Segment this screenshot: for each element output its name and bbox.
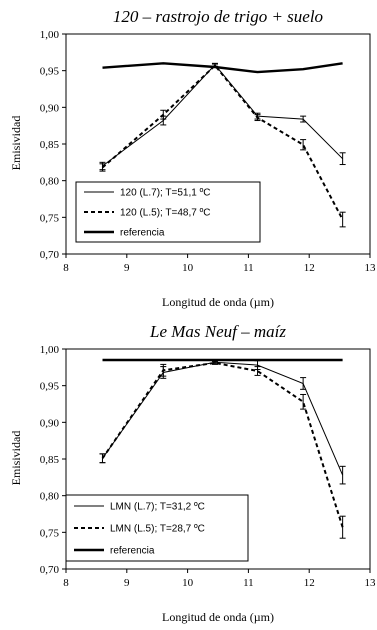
legend-entry: LMN (L.5); T=28,7 ºC — [110, 524, 205, 535]
legend-entry: 120 (L.5); T=48,7 ºC — [120, 208, 210, 219]
y-tick-label: 0,95 — [40, 381, 60, 393]
series-line-1 — [102, 361, 344, 476]
x-axis-label: Longitud de onda (µm) — [162, 295, 274, 309]
y-tick-label: 1,00 — [40, 344, 60, 356]
series-line-2 — [101, 64, 344, 220]
x-tick-label: 13 — [365, 262, 377, 274]
series-line-1 — [102, 64, 343, 167]
chart-title: 120 – rastrojo de trigo + suelo — [113, 7, 323, 26]
legend-entry: 120 (L.7); T=51,1 ºC — [120, 188, 210, 199]
chart-svg: 120 – rastrojo de trigo + suelo 0,70 0,75… — [9, 7, 376, 309]
x-tick-label: 10 — [182, 577, 194, 589]
x-tick-label: 11 — [243, 262, 254, 274]
y-tick-label: 0,70 — [40, 564, 60, 576]
series-line-3 — [102, 62, 343, 74]
y-tick-label: 0,80 — [40, 176, 60, 188]
x-tick-label: 9 — [124, 577, 130, 589]
x-tick-label: 9 — [124, 262, 130, 274]
y-tick-label: 0,85 — [40, 139, 60, 151]
x-tick-label: 11 — [243, 577, 254, 589]
x-tick-label: 10 — [182, 262, 194, 274]
y-tick-label: 0,80 — [40, 491, 60, 503]
x-tick-label: 8 — [63, 577, 69, 589]
y-tick-label: 0,70 — [40, 249, 60, 261]
legend-entry: referencia — [110, 546, 155, 557]
x-tick-label: 13 — [365, 577, 377, 589]
y-axis-label: Emisividad — [9, 431, 23, 486]
y-tick-label: 1,00 — [40, 29, 60, 41]
x-tick-label: 8 — [63, 262, 69, 274]
plot-area: 0,70 0,75 0,80 0,85 0,90 0,95 1,00 8 9 10 11 12 13 LM… — [40, 344, 376, 589]
chart-panel-2: Le Mas Neuf – maíz 0,70 0,75 0,80 0,85 0,90 0… — [0, 315, 377, 630]
x-axis-label: Longitud de onda (µm) — [162, 610, 274, 624]
y-tick-label: 0,90 — [40, 417, 60, 429]
chart-panel-1: 120 – rastrojo de trigo + suelo 0,70 0,75… — [9, 7, 376, 309]
chart-svg: Le Mas Neuf – maíz 0,700,750,800,850,900… — [9, 322, 376, 624]
y-axis-label: Emisividad — [9, 116, 23, 171]
y-tick-label: 0,85 — [40, 454, 60, 466]
y-tick-label: 0,90 — [40, 102, 60, 114]
y-tick-label: 0,75 — [40, 212, 60, 224]
chart-title: Le Mas Neuf – maíz — [149, 322, 286, 341]
legend-entry: LMN (L.7); T=31,2 ºC — [110, 502, 205, 513]
x-tick-label: 12 — [304, 262, 315, 274]
legend-entry: referencia — [120, 228, 165, 239]
y-tick-label: 0,75 — [40, 527, 60, 539]
x-tick-label: 12 — [304, 577, 315, 589]
y-tick-label: 0,95 — [40, 66, 60, 78]
plot-area: 0,70 0,75 0,80 0,85 0,90 0,95 1,00 8 9 10 11 12 13 12… — [40, 29, 376, 274]
